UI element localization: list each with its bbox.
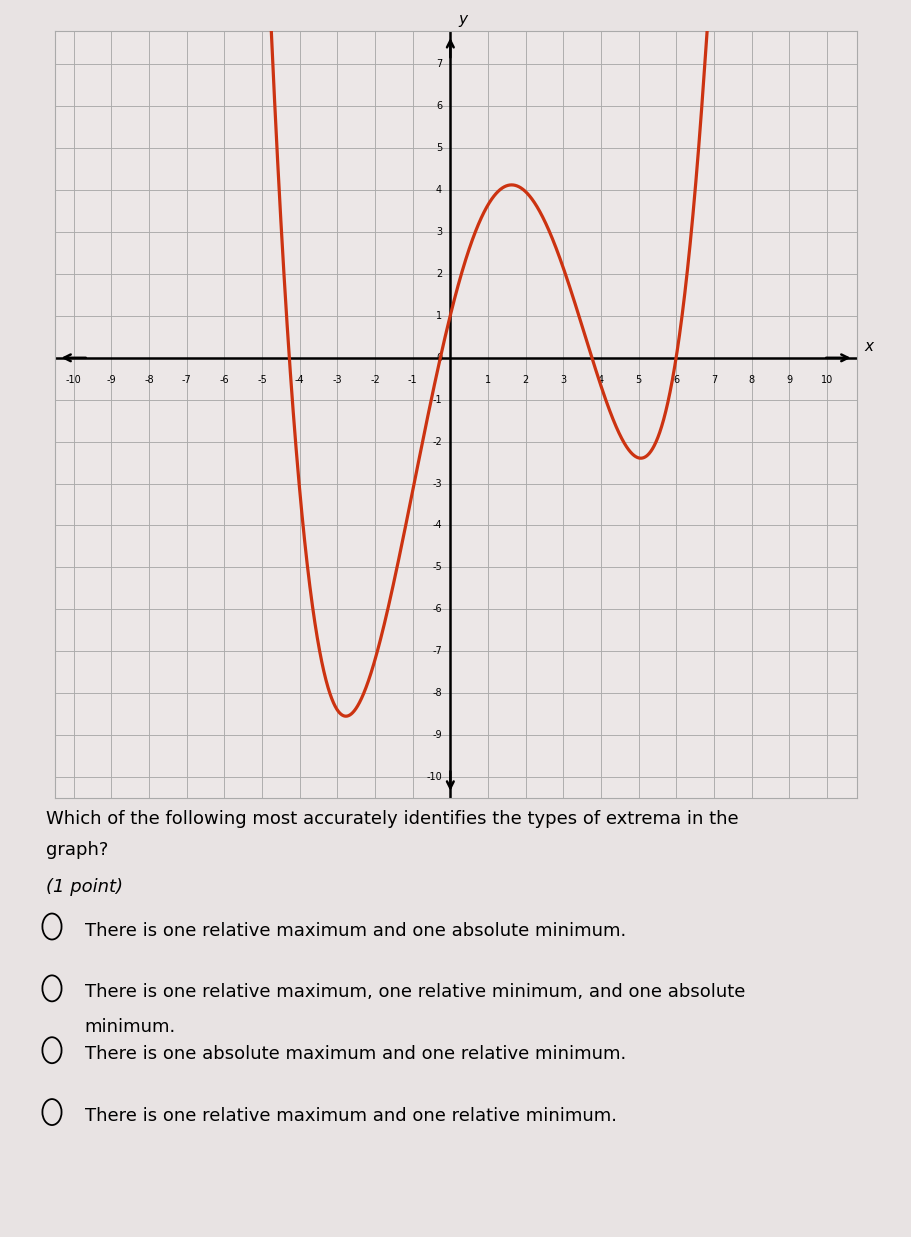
- Text: 4: 4: [435, 186, 442, 195]
- Text: 10: 10: [820, 375, 833, 385]
- Text: 2: 2: [435, 268, 442, 280]
- Text: -9: -9: [107, 375, 116, 385]
- Text: 7: 7: [435, 59, 442, 69]
- Text: -2: -2: [370, 375, 380, 385]
- Text: 7: 7: [711, 375, 716, 385]
- Text: -1: -1: [407, 375, 417, 385]
- Text: y: y: [457, 11, 466, 27]
- Text: 3: 3: [559, 375, 566, 385]
- Text: 1: 1: [435, 310, 442, 320]
- Text: -3: -3: [333, 375, 342, 385]
- Text: -9: -9: [432, 730, 442, 740]
- Text: -10: -10: [425, 772, 442, 782]
- Text: -5: -5: [257, 375, 267, 385]
- Text: 5: 5: [435, 143, 442, 153]
- Text: x: x: [864, 339, 873, 354]
- Text: Which of the following most accurately identifies the types of extrema in the: Which of the following most accurately i…: [46, 810, 737, 829]
- Text: 6: 6: [672, 375, 679, 385]
- Text: 5: 5: [635, 375, 641, 385]
- Text: -6: -6: [220, 375, 229, 385]
- Text: minimum.: minimum.: [85, 1018, 176, 1037]
- Text: 1: 1: [485, 375, 490, 385]
- Text: -2: -2: [432, 437, 442, 447]
- Text: There is one absolute maximum and one relative minimum.: There is one absolute maximum and one re…: [85, 1045, 625, 1064]
- Text: -3: -3: [432, 479, 442, 489]
- Text: graph?: graph?: [46, 841, 107, 860]
- Text: -8: -8: [432, 688, 442, 698]
- Text: -7: -7: [432, 646, 442, 656]
- Text: There is one relative maximum and one absolute minimum.: There is one relative maximum and one ab…: [85, 922, 625, 940]
- Text: 6: 6: [435, 101, 442, 111]
- Text: 0: 0: [435, 353, 442, 362]
- Text: -4: -4: [294, 375, 304, 385]
- Text: (1 point): (1 point): [46, 878, 122, 897]
- Text: There is one relative maximum, one relative minimum, and one absolute: There is one relative maximum, one relat…: [85, 983, 744, 1002]
- Text: 9: 9: [785, 375, 792, 385]
- Text: -1: -1: [432, 395, 442, 404]
- Text: -5: -5: [432, 563, 442, 573]
- Text: 3: 3: [435, 228, 442, 238]
- Text: -10: -10: [66, 375, 81, 385]
- Text: 2: 2: [522, 375, 528, 385]
- Text: -7: -7: [181, 375, 191, 385]
- Text: -8: -8: [144, 375, 154, 385]
- Text: -6: -6: [432, 604, 442, 615]
- Text: There is one relative maximum and one relative minimum.: There is one relative maximum and one re…: [85, 1107, 616, 1126]
- Text: 4: 4: [598, 375, 603, 385]
- Text: 8: 8: [748, 375, 754, 385]
- Text: -4: -4: [432, 521, 442, 531]
